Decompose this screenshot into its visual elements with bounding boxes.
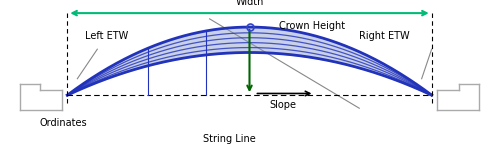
Text: Width: Width (236, 0, 263, 7)
Text: Right ETW: Right ETW (359, 31, 410, 41)
Text: Ordinates: Ordinates (40, 118, 87, 128)
Text: Left ETW: Left ETW (85, 31, 128, 41)
Text: String Line: String Line (203, 134, 256, 144)
Text: Crown Height: Crown Height (279, 21, 346, 31)
Text: Slope: Slope (269, 100, 296, 110)
